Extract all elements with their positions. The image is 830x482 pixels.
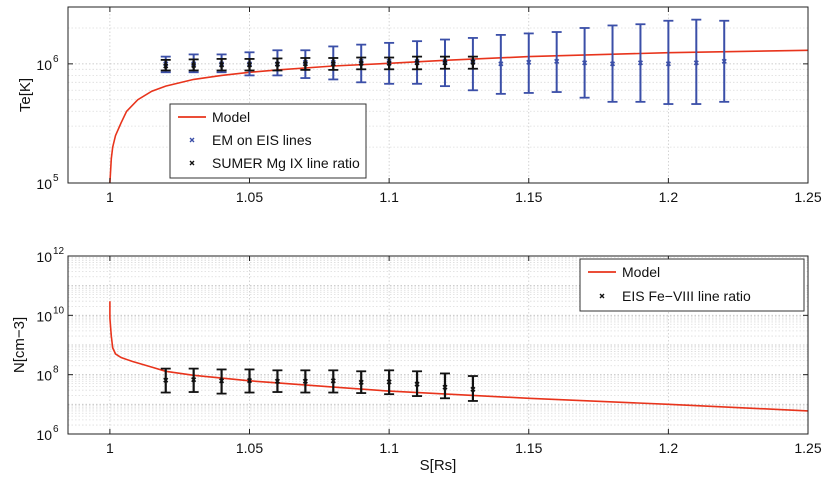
temperature-plot-area bbox=[109, 18, 809, 184]
data-point bbox=[358, 379, 364, 385]
y-tick-label: 10 bbox=[36, 57, 52, 73]
density-y-axis-label: N[cm−3] bbox=[11, 317, 28, 373]
data-point bbox=[526, 59, 532, 65]
x-tick-label: 1.1 bbox=[379, 189, 399, 205]
data-point bbox=[693, 60, 699, 66]
y-tick-label-exponent: 12 bbox=[53, 246, 65, 257]
legend-marker-swatch bbox=[599, 293, 605, 299]
data-point bbox=[302, 378, 308, 384]
data-point bbox=[163, 377, 169, 383]
data-point bbox=[330, 378, 336, 384]
x-tick-label: 1.05 bbox=[236, 189, 263, 205]
x-tick-label: 1.25 bbox=[794, 189, 821, 205]
x-tick-label: 1.25 bbox=[794, 440, 821, 456]
model-curve bbox=[109, 301, 809, 412]
y-tick-label: 10 bbox=[36, 308, 52, 324]
density-axes-frame bbox=[67, 255, 809, 435]
data-point bbox=[386, 379, 392, 385]
legend-label: EIS Fe−VIII line ratio bbox=[622, 288, 751, 304]
data-point bbox=[470, 59, 476, 65]
y-tick-label: 10 bbox=[36, 249, 52, 265]
data-point bbox=[358, 60, 364, 66]
temperature-y-axis-label: Te[K] bbox=[17, 78, 34, 112]
data-point bbox=[163, 63, 169, 69]
legend-label: Model bbox=[212, 109, 250, 125]
data-point bbox=[274, 378, 280, 384]
data-point bbox=[665, 61, 671, 67]
legend-marker-swatch bbox=[189, 160, 195, 166]
data-point bbox=[330, 61, 336, 67]
data-point bbox=[246, 62, 253, 68]
data-point bbox=[414, 60, 420, 66]
data-point bbox=[498, 61, 504, 67]
x-tick-label: 1.15 bbox=[515, 440, 542, 456]
legend-label: SUMER Mg IX line ratio bbox=[212, 155, 360, 171]
y-tick-label: 10 bbox=[36, 427, 52, 443]
x-tick-label: 1 bbox=[106, 189, 114, 205]
y-tick-label: 10 bbox=[36, 176, 52, 192]
legend-label: Model bbox=[622, 264, 660, 280]
data-point bbox=[637, 60, 644, 66]
x-tick-label: 1.1 bbox=[379, 440, 399, 456]
data-point bbox=[302, 61, 308, 67]
data-point bbox=[554, 58, 560, 64]
data-point bbox=[470, 386, 476, 392]
y-tick-label-exponent: 6 bbox=[53, 424, 59, 435]
x-tick-label: 1 bbox=[106, 440, 114, 456]
data-point bbox=[721, 58, 727, 64]
y-tick-label-exponent: 10 bbox=[53, 305, 65, 316]
data-point bbox=[246, 378, 253, 384]
data-point bbox=[274, 61, 280, 67]
density-legend: Model EIS Fe−VIII line ratio bbox=[579, 258, 805, 312]
data-point bbox=[219, 378, 225, 384]
data-point bbox=[386, 60, 392, 66]
legend-marker-swatch bbox=[189, 137, 195, 143]
data-point bbox=[442, 60, 448, 66]
temperature-legend: Model EM on EIS lines SUMER Mg IX line rat… bbox=[169, 103, 367, 179]
x-tick-label: 1.15 bbox=[515, 189, 542, 205]
data-point bbox=[191, 62, 197, 68]
density-x-axis-label: S[Rs] bbox=[420, 457, 457, 474]
data-point bbox=[219, 62, 225, 68]
y-tick-label-exponent: 6 bbox=[53, 54, 59, 65]
data-point bbox=[414, 381, 420, 387]
x-tick-label: 1.05 bbox=[236, 440, 263, 456]
temperature-axes-frame bbox=[67, 6, 809, 184]
x-tick-label: 1.2 bbox=[659, 440, 679, 456]
legend-box bbox=[579, 258, 805, 312]
y-tick-label-exponent: 8 bbox=[53, 365, 59, 376]
density-plot-area bbox=[109, 301, 809, 412]
x-tick-label: 1.2 bbox=[659, 189, 679, 205]
data-point bbox=[442, 384, 448, 390]
data-point bbox=[191, 377, 197, 383]
data-point bbox=[582, 60, 588, 66]
legend-label: EM on EIS lines bbox=[212, 132, 312, 148]
y-tick-label-exponent: 5 bbox=[53, 173, 59, 184]
y-tick-label: 10 bbox=[36, 368, 52, 384]
data-point bbox=[609, 61, 616, 67]
